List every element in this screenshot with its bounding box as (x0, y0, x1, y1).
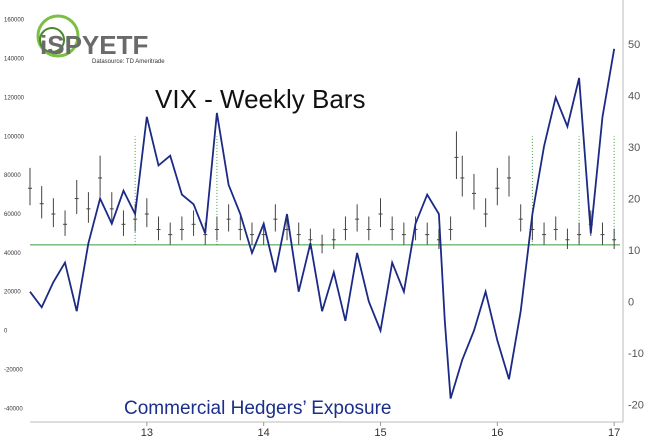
left-tick-label-1: -20000 (4, 367, 23, 373)
left-tick-label-7: 100000 (4, 134, 25, 140)
logo: iSPYETF Datasource: TD Ameritrade (36, 14, 165, 65)
left-tick-label-5: 60000 (4, 212, 21, 218)
right-tick-label-1: -10 (628, 348, 644, 360)
logo-datasource: Datasource: TD Ameritrade (92, 59, 165, 65)
logo-swirl-inner-icon (39, 27, 65, 53)
left-tick-label-2: 0 (4, 329, 8, 335)
left-tick-label-3: 20000 (4, 290, 21, 296)
right-tick-label-5: 30 (628, 142, 640, 154)
hedgers-exposure-line (29, 48, 616, 399)
chart-subtitle: Commercial Hedgers’ Exposure (124, 398, 392, 419)
right-tick-label-7: 50 (628, 39, 640, 51)
x-tick-label-1: 14 (258, 427, 270, 437)
x-axis-ticks: 13 14 15 16 17 (141, 422, 620, 437)
logo-swirl-icon (36, 14, 80, 58)
right-axis-ticks: -20 -10 0 10 20 30 40 50 (628, 39, 644, 412)
vix-weekly-bars (28, 131, 617, 254)
left-tick-label-9: 140000 (4, 57, 25, 63)
right-tick-label-3: 10 (628, 245, 640, 257)
chart-title: VIX - Weekly Bars (155, 84, 365, 114)
right-tick-label-4: 20 (628, 194, 640, 206)
logo-text: iSPYETF (40, 30, 148, 60)
left-tick-label-0: -40000 (4, 406, 23, 412)
x-tick-label-2: 15 (374, 427, 386, 437)
left-tick-label-8: 120000 (4, 95, 25, 101)
left-axis-ticks: -40000 -20000 0 20000 40000 60000 80000 100000 1… (4, 18, 25, 413)
x-tick-label-4: 17 (608, 427, 620, 437)
x-tick-label-0: 13 (141, 427, 153, 437)
right-tick-label-6: 40 (628, 91, 640, 103)
right-tick-label-0: -20 (628, 400, 644, 412)
left-tick-label-6: 80000 (4, 173, 21, 179)
left-tick-label-10: 160000 (4, 18, 25, 24)
left-tick-label-4: 40000 (4, 251, 21, 257)
x-tick-label-3: 16 (491, 427, 503, 437)
right-tick-label-2: 0 (628, 297, 634, 309)
